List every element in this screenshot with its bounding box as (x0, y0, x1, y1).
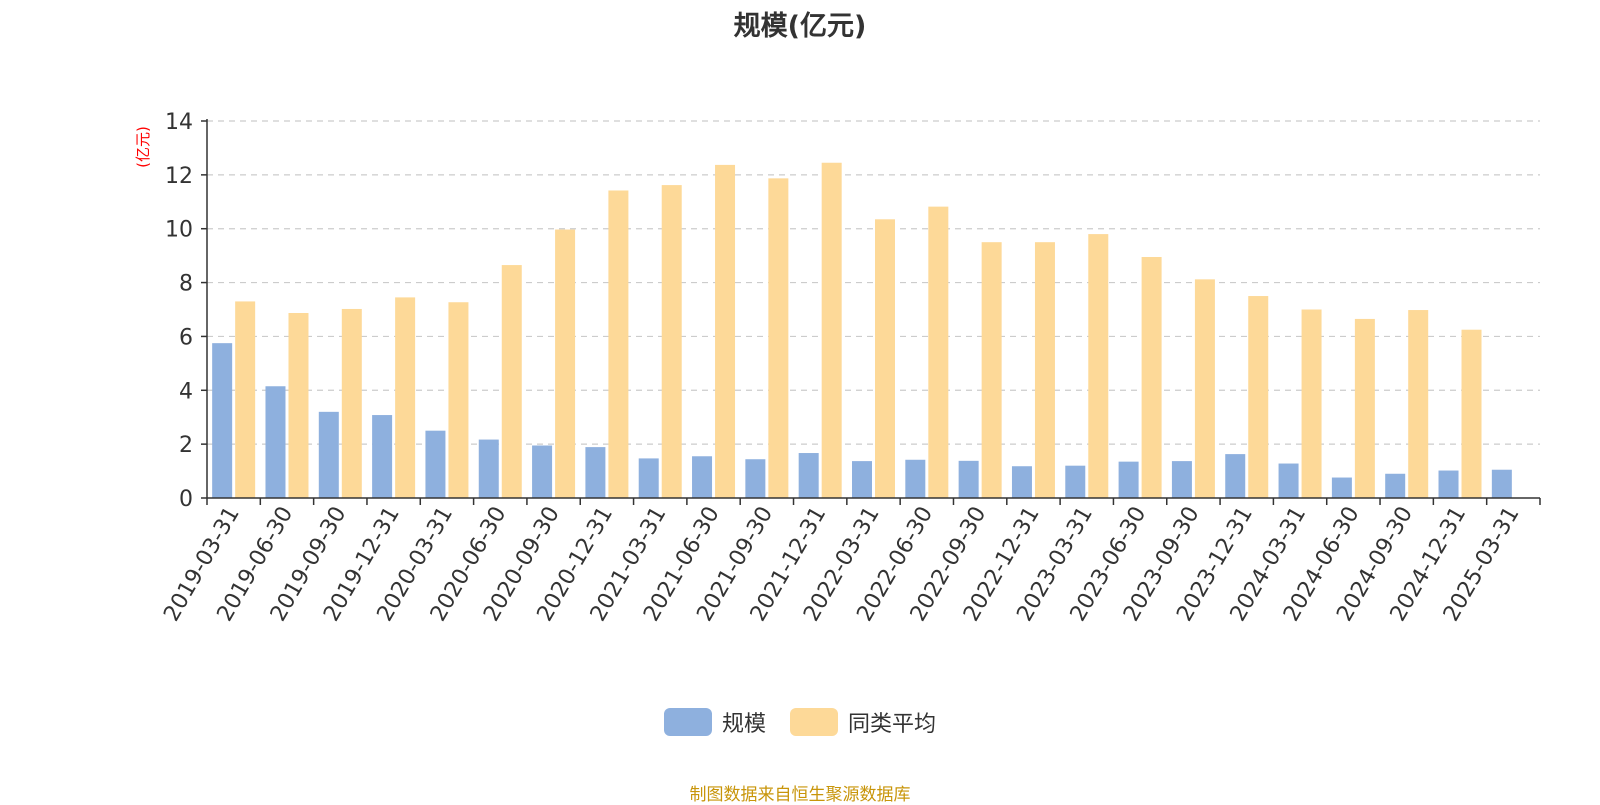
bar-peer-average (501, 265, 522, 498)
bar-peer-average (981, 242, 1002, 498)
y-tick-label: 8 (179, 272, 193, 297)
bar-scale (1118, 461, 1139, 498)
y-axis-label: (亿元) (134, 126, 152, 168)
bar-peer-average (448, 302, 469, 498)
bar-scale (798, 453, 819, 498)
chart-title: 规模(亿元) (733, 11, 867, 42)
bar-scale (1438, 470, 1459, 498)
bar-peer-average (715, 164, 736, 499)
bar-peer-average (1034, 242, 1055, 498)
bar-peer-average (1461, 329, 1482, 498)
bar-peer-average (1248, 296, 1269, 498)
bar-scale (425, 430, 446, 498)
bar-scale (585, 447, 606, 498)
data-source-note: 制图数据来自恒生聚源数据库 (689, 785, 911, 805)
bar-scale (745, 459, 766, 498)
bar-scale (1331, 477, 1352, 498)
bar-peer-average (395, 297, 416, 498)
legend-label-scale: 规模 (721, 712, 766, 737)
y-tick-label: 4 (179, 379, 193, 404)
bar-peer-average (608, 190, 629, 498)
bar-scale (1278, 463, 1299, 498)
bar-peer-average (768, 178, 789, 499)
bar-scale (212, 343, 233, 498)
bar-peer-average (928, 206, 949, 498)
y-tick-label: 12 (165, 164, 193, 189)
legend-label-peer-average: 同类平均 (848, 712, 937, 737)
bar-scale (958, 460, 979, 498)
bar-scale (1171, 461, 1192, 498)
bar-peer-average (1141, 256, 1162, 498)
bar-peer-average (1194, 279, 1215, 498)
bar-scale (852, 461, 872, 498)
bar-scale (905, 459, 926, 498)
bar-scale (692, 456, 713, 498)
bar-peer-average (288, 313, 309, 498)
bar-scale (1225, 454, 1246, 498)
y-tick-label: 2 (179, 433, 193, 458)
y-tick-label: 14 (165, 110, 193, 135)
bar-scale (1011, 466, 1032, 498)
bar-scale (1385, 473, 1406, 498)
bar-scale (372, 415, 393, 498)
bar-peer-average (341, 308, 362, 498)
bar-peer-average (1354, 318, 1375, 498)
bar-scale (1491, 469, 1512, 498)
y-tick-label: 0 (179, 487, 193, 512)
bar-peer-average (661, 185, 682, 498)
bar-peer-average (1301, 309, 1322, 498)
bar-scale (318, 411, 339, 498)
bar-scale (265, 386, 286, 498)
bar-peer-average (875, 219, 895, 498)
legend-item-peer-average[interactable]: 同类平均 (790, 706, 936, 738)
bar-peer-average (555, 229, 576, 498)
bar-peer-average (821, 162, 842, 498)
y-tick-label: 6 (179, 325, 193, 350)
bar-peer-average (1088, 234, 1109, 498)
legend-item-scale[interactable]: 规模 (663, 706, 766, 738)
bar-scale (478, 439, 499, 498)
axes: 024681012142019-03-312019-06-302019-09-3… (159, 110, 1541, 626)
bar-peer-average (235, 301, 256, 498)
bar-scale (638, 458, 659, 498)
bar-scale (532, 445, 553, 498)
legend: 规模 同类平均 (0, 706, 1600, 738)
bar-scale (1065, 465, 1086, 498)
y-tick-label: 10 (165, 218, 193, 243)
bars (212, 162, 1512, 499)
bar-peer-average (1408, 310, 1429, 498)
legend-swatch-scale (663, 708, 712, 736)
legend-swatch-peer-average (790, 708, 838, 736)
